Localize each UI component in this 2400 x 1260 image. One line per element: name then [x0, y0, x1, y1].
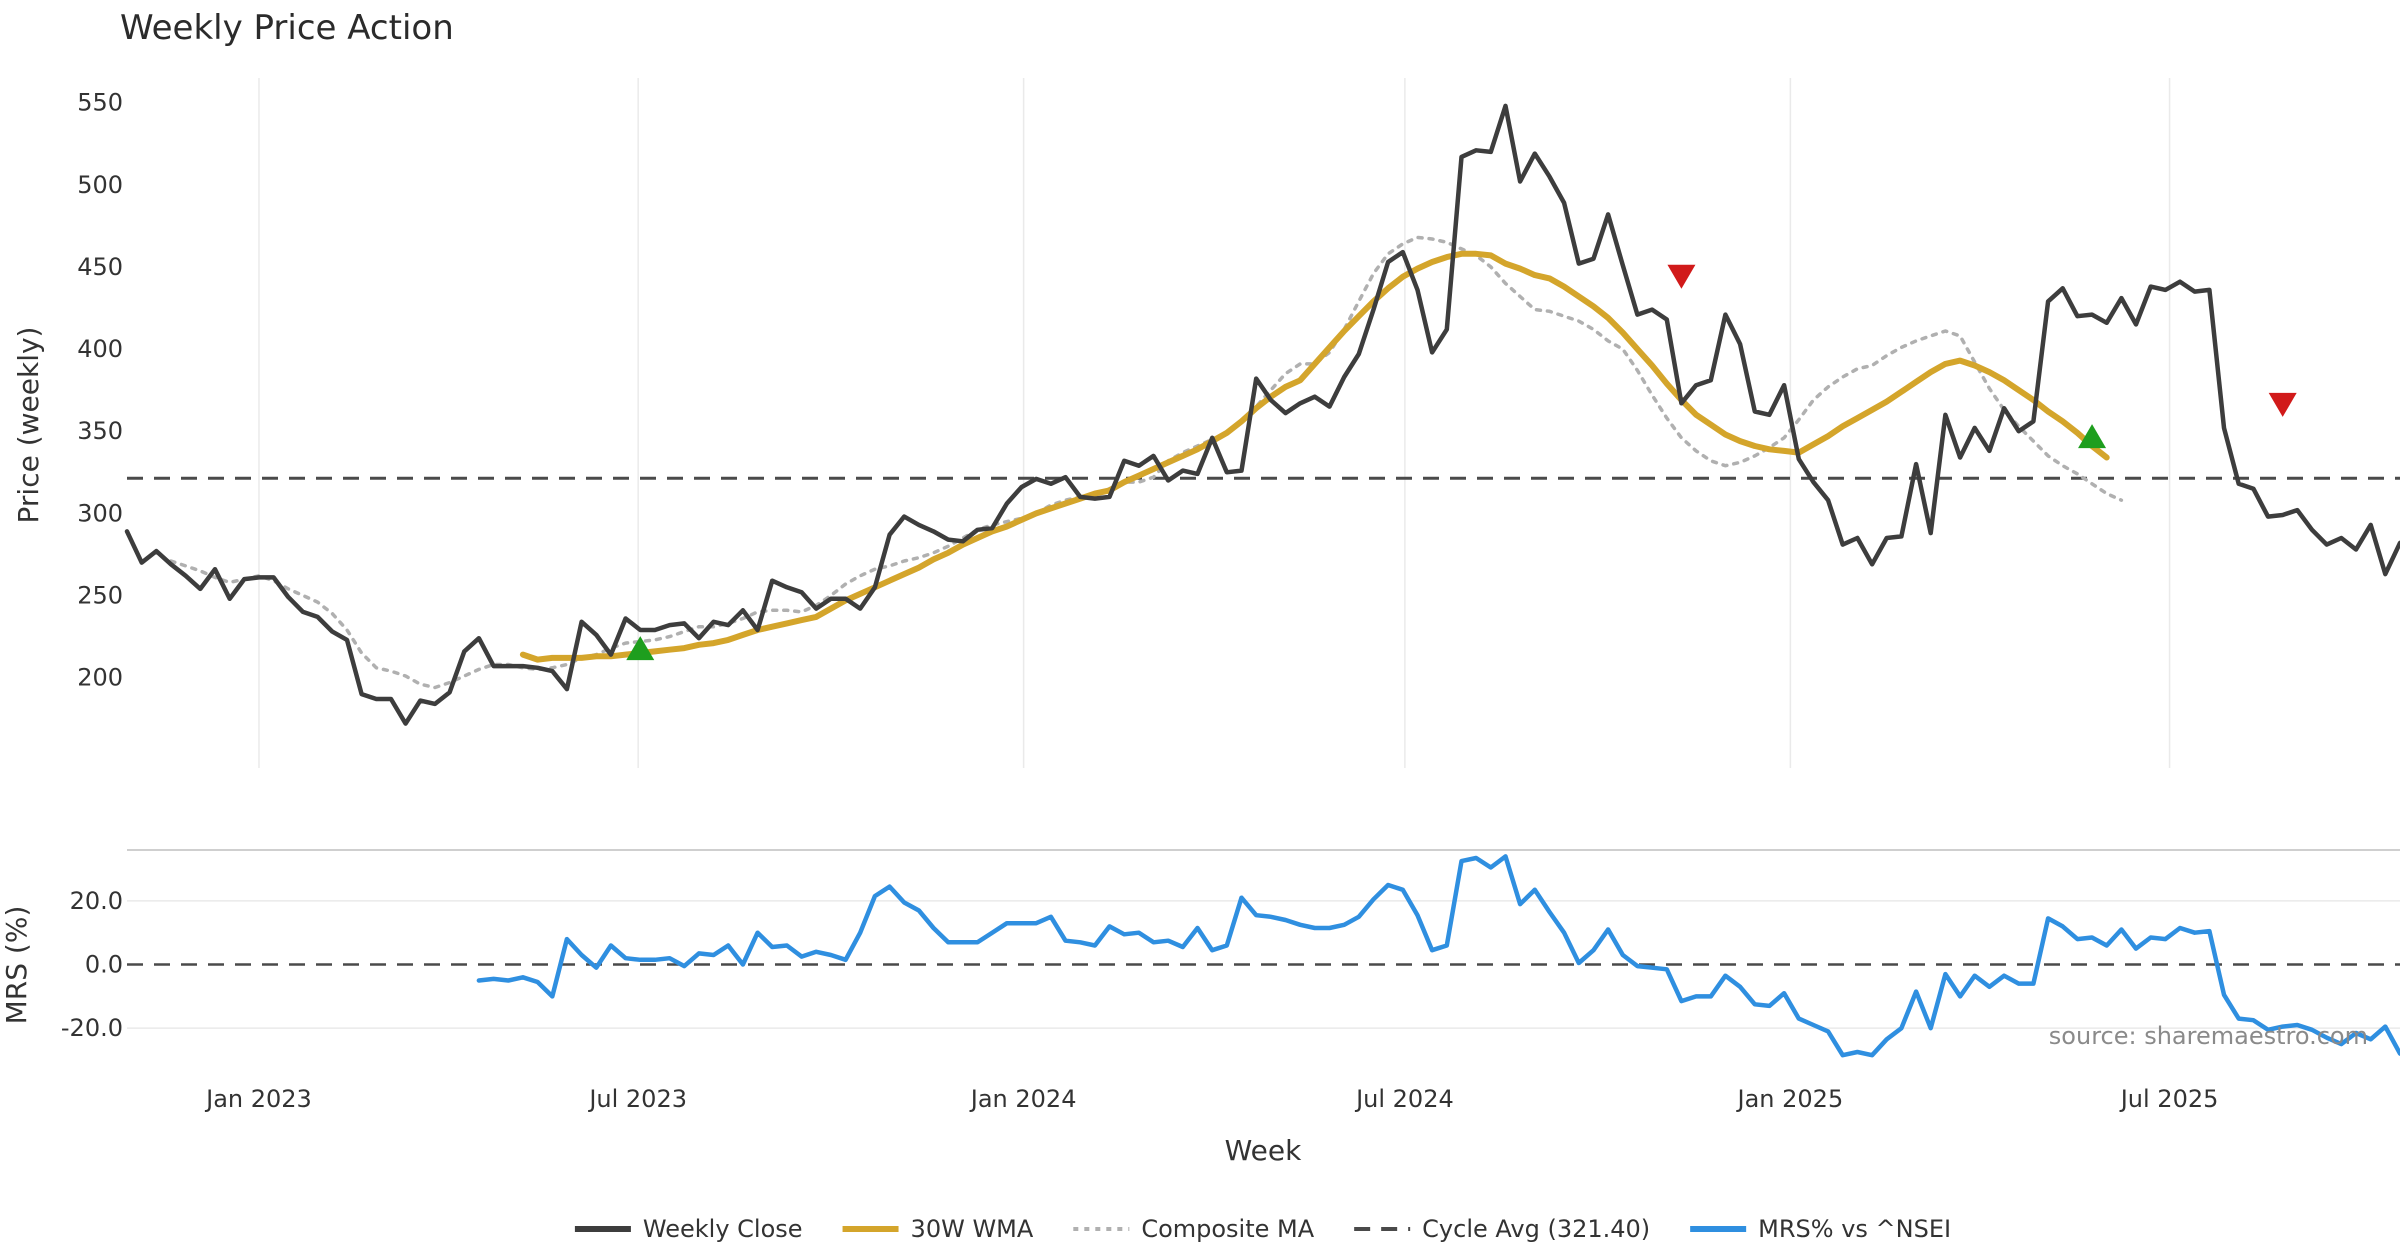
chart-title: Weekly Price Action [120, 8, 454, 48]
series-mrs [476, 854, 2400, 1058]
price-y-tick-label: 400 [77, 335, 123, 363]
buy-signal-marker [626, 636, 655, 661]
mrs-y-tick-label: 20.0 [70, 887, 123, 915]
x-tick-label: Jan 2025 [1736, 1085, 1844, 1113]
legend-entry: 30W WMA [842, 1215, 1034, 1243]
legend-label: MRS% vs ^NSEI [1758, 1215, 1951, 1243]
mrs-gridlines [127, 900, 2400, 1029]
price-y-tick-label: 450 [77, 253, 123, 281]
legend-entry: Cycle Avg (321.40) [1354, 1215, 1650, 1243]
x-tick-label: Jul 2025 [2119, 1085, 2219, 1113]
mrs-y-axis-label: MRS (%) [0, 906, 33, 1025]
legend-entry: Composite MA [1073, 1215, 1315, 1243]
price-gridlines [258, 78, 2171, 768]
price-y-tick-label: 300 [77, 499, 123, 527]
mrs-y-tick-label: 0.0 [85, 951, 123, 979]
legend-label: 30W WMA [911, 1215, 1034, 1243]
x-axis-ticks: Jan 2023 Jul 2023 Jan 2024 Jul 2024 Jan 2025… [204, 1085, 2218, 1113]
price-y-axis-label: Price (weekly) [12, 327, 45, 524]
price-y-tick-label: 200 [77, 664, 123, 692]
series-layer [124, 103, 2400, 1058]
series-weekly-close [124, 103, 2400, 726]
price-y-tick-label: 500 [77, 171, 123, 199]
legend-entry: MRS% vs ^NSEI [1690, 1215, 1951, 1243]
mrs-y-tick-label: -20.0 [61, 1014, 123, 1042]
x-tick-label: Jul 2024 [1354, 1085, 1454, 1113]
price-y-tick-label: 350 [77, 417, 123, 445]
legend-label: Cycle Avg (321.40) [1422, 1215, 1650, 1243]
series-30w-wma [519, 250, 2110, 663]
legend-label: Composite MA [1141, 1215, 1314, 1243]
price-y-tick-label: 250 [77, 582, 123, 610]
source-note: source: sharemaestro.com [2049, 1022, 2368, 1050]
buy-signal-marker [2078, 424, 2107, 449]
sell-signal-marker [2268, 392, 2297, 417]
x-tick-label: Jul 2023 [587, 1085, 687, 1113]
legend-label: Weekly Close [643, 1215, 803, 1243]
price-y-tick-label: 550 [77, 89, 123, 117]
legend-entry: Weekly Close [574, 1215, 803, 1243]
signal-markers [626, 264, 2297, 661]
legend: Weekly Close 30W WMA Composite MA Cycle Avg… [574, 1215, 1951, 1243]
x-tick-label: Jan 2024 [969, 1085, 1077, 1113]
mrs-y-ticks: -20.0 0.0 20.0 [61, 887, 123, 1042]
sell-signal-marker [1667, 264, 1696, 289]
x-axis-label: Week [1225, 1134, 1302, 1167]
price-y-ticks: 200 250 300 350 400 450 500 550 [77, 89, 123, 692]
x-tick-label: Jan 2023 [204, 1085, 312, 1113]
